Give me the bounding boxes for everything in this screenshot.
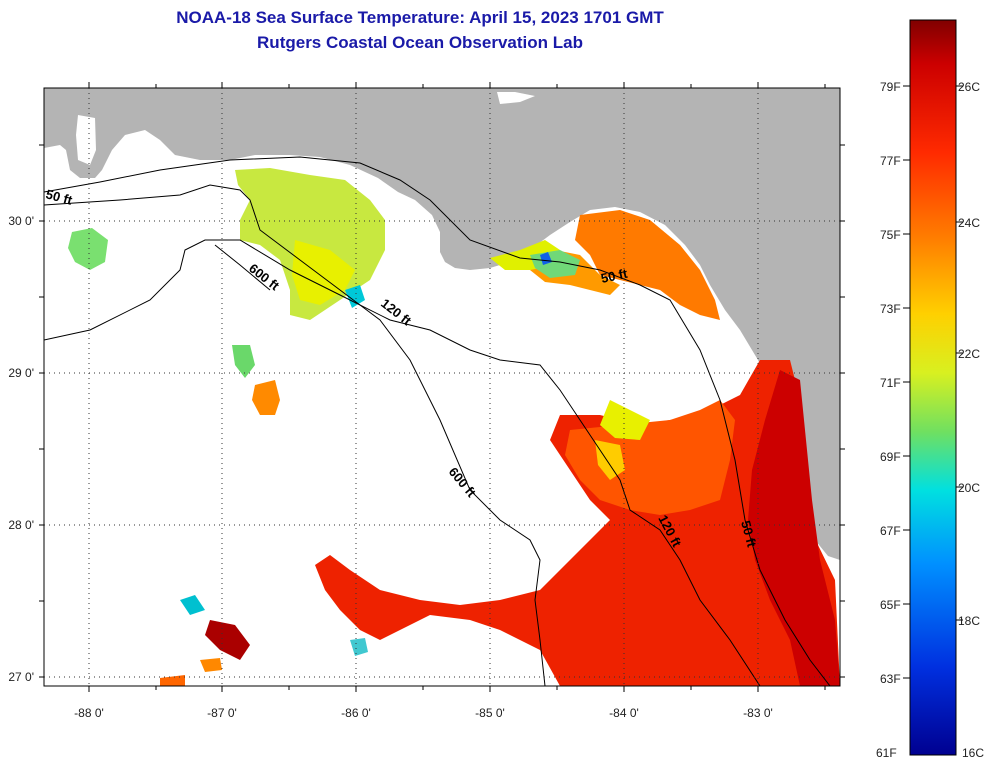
colorbar-f-label: 61F: [876, 746, 897, 760]
y-tick-label: 30 0': [8, 214, 34, 228]
colorbar-f-label: 75F: [880, 228, 901, 242]
land-mass: [44, 88, 840, 560]
map-title: NOAA-18 Sea Surface Temperature: April 1…: [176, 8, 664, 27]
depth-label: 50 ft: [44, 186, 74, 208]
x-tick-label: -86 0': [341, 706, 371, 720]
x-tick-label: -88 0': [74, 706, 104, 720]
colorbar-c-label: 24C: [958, 216, 980, 230]
y-tick-label: 29 0': [8, 366, 34, 380]
y-tick-label: 28 0': [8, 518, 34, 532]
map-frame: [43, 87, 841, 687]
colorbar-f-label: 69F: [880, 450, 901, 464]
colorbar-c-label: 22C: [958, 347, 980, 361]
x-tick-label: -85 0': [475, 706, 505, 720]
x-tick-label: -87 0': [207, 706, 237, 720]
sst-patches: [68, 168, 840, 686]
colorbar-f-label: 71F: [880, 376, 901, 390]
colorbar-c-label: 18C: [958, 614, 980, 628]
colorbar-f-label: 65F: [880, 598, 901, 612]
depth-contours: [44, 156, 831, 686]
colorbar-f-label: 63F: [880, 672, 901, 686]
y-tick-label: 27 0': [8, 670, 34, 684]
colorbar-c-label: 20C: [958, 481, 980, 495]
colorbar-c-label: 26C: [958, 80, 980, 94]
x-tick-label: -84 0': [609, 706, 639, 720]
map-subtitle: Rutgers Coastal Ocean Observation Lab: [257, 33, 583, 52]
colorbar-f-label: 77F: [880, 154, 901, 168]
colorbar-f-label: 73F: [880, 302, 901, 316]
colorbar: [909, 19, 957, 756]
x-tick-label: -83 0': [743, 706, 773, 720]
depth-label: 50 ft: [738, 519, 760, 549]
colorbar-f-label: 67F: [880, 524, 901, 538]
colorbar-c-label: 16C: [962, 746, 984, 760]
colorbar-f-label: 79F: [880, 80, 901, 94]
depth-label: 50 ft: [600, 266, 630, 286]
